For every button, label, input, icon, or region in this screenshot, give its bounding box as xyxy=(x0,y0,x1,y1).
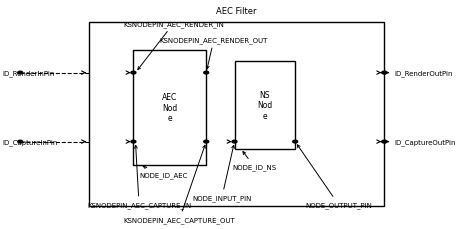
Text: KSNODEPIN_AEC_RENDER_OUT: KSNODEPIN_AEC_RENDER_OUT xyxy=(159,37,268,70)
Text: ID_RenderInPin: ID_RenderInPin xyxy=(2,70,54,77)
Bar xyxy=(89,23,384,206)
Text: NODE_ID_NS: NODE_ID_NS xyxy=(233,152,276,171)
Text: NS
Nod
e: NS Nod e xyxy=(257,90,272,120)
Text: NODE_OUTPUT_PIN: NODE_OUTPUT_PIN xyxy=(298,145,372,208)
Circle shape xyxy=(293,141,298,143)
Text: ID_RenderOutPin: ID_RenderOutPin xyxy=(394,70,453,77)
Text: AEC
Nod
e: AEC Nod e xyxy=(162,93,177,123)
Text: NODE_ID_AEC: NODE_ID_AEC xyxy=(139,166,188,179)
Text: AEC Filter: AEC Filter xyxy=(216,7,257,16)
Circle shape xyxy=(131,141,136,143)
Circle shape xyxy=(131,72,136,75)
Text: ID_CaptureInPin: ID_CaptureInPin xyxy=(2,139,58,145)
Circle shape xyxy=(232,141,237,143)
Circle shape xyxy=(18,141,23,143)
Bar xyxy=(234,62,295,149)
Text: KSNODEPIN_AEC_RENDER_IN: KSNODEPIN_AEC_RENDER_IN xyxy=(123,21,224,70)
Circle shape xyxy=(382,141,387,143)
Text: KSNODEPIN_AEC_CAPTURE_OUT: KSNODEPIN_AEC_CAPTURE_OUT xyxy=(123,146,235,223)
Text: NODE_INPUT_PIN: NODE_INPUT_PIN xyxy=(192,146,251,202)
Circle shape xyxy=(204,141,209,143)
Circle shape xyxy=(382,72,387,75)
Text: ID_CaptureOutPin: ID_CaptureOutPin xyxy=(394,139,456,145)
Circle shape xyxy=(18,72,23,75)
Text: KSNODEPIN_AEC_CAPTURE_IN: KSNODEPIN_AEC_CAPTURE_IN xyxy=(87,146,191,208)
Circle shape xyxy=(204,72,209,75)
Bar xyxy=(133,50,206,165)
